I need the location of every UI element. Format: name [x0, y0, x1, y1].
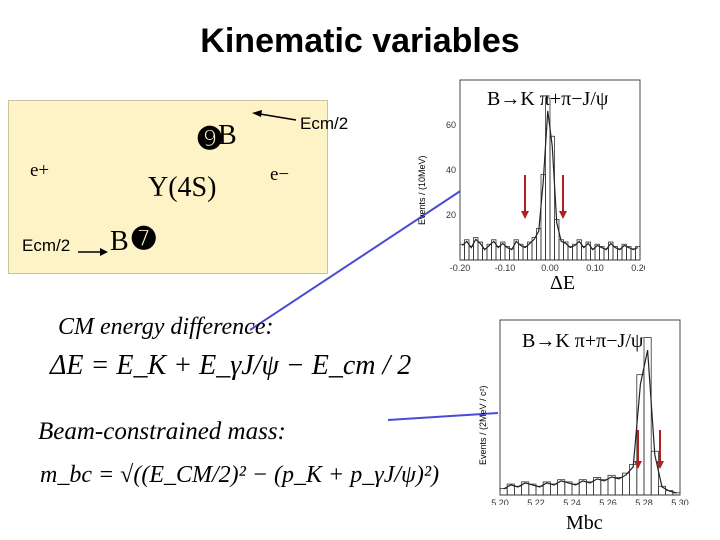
histogram-bar [549, 135, 555, 261]
cm-energy-heading: CM energy difference: [58, 314, 274, 340]
histogram-bar [643, 337, 652, 496]
x-tick-label: 0.20 [631, 263, 645, 273]
x-tick-label: 5.30 [671, 498, 689, 505]
arrow-upper-icon: ➒ [198, 124, 222, 155]
delta-e-plot: -0.20 -0.10 0.00 0.10 0.20 20 40 60 Events / (1… [417, 79, 645, 273]
upsilon-label: Υ(4S) [148, 172, 217, 203]
x-tick-label: 5.20 [491, 498, 509, 505]
b-upper-label: B [218, 120, 237, 151]
delta-e-axis-label: ΔE [550, 272, 576, 294]
b-lower-label: B [110, 226, 129, 257]
beam-mass-heading: Beam-constrained mass: [38, 418, 286, 445]
top-ylabel: Events / (10MeV) [417, 155, 427, 225]
ecm-half-label: Ecm/2 [300, 114, 349, 133]
x-tick-label: 5.22 [527, 498, 545, 505]
x-tick-label: 5.26 [599, 498, 617, 505]
histogram-bar [635, 246, 641, 261]
y-tick-label: 60 [446, 120, 456, 130]
y-tick-label: 40 [446, 165, 456, 175]
x-tick-label: 5.24 [563, 498, 581, 505]
ecm-half-left-label: Ecm/2 [22, 236, 71, 255]
page-title: Kinematic variables [200, 22, 520, 60]
x-tick-label: -0.10 [495, 263, 516, 273]
x-tick-label: -0.20 [450, 263, 471, 273]
bottom-ylabel: Events / (2MeV / c²) [478, 385, 488, 465]
y-tick-label: 20 [446, 210, 456, 220]
top-plot-title: B→K π+π−J/ψ [487, 88, 609, 110]
e-minus-label: e− [270, 164, 290, 185]
delta-e-formula: ΔE = E_K + E_γJ/ψ − E_cm / 2 [50, 350, 412, 381]
arrow-lower-icon: ➐ [132, 224, 156, 255]
x-tick-label: 0.10 [586, 263, 604, 273]
bottom-plot-title: B→K π+π−J/ψ [522, 330, 644, 352]
x-tick-label: 0.00 [541, 263, 559, 273]
mbc-formula: m_bc = √((E_CM/2)² − (p_K + p_γJ/ψ)²) [40, 462, 440, 488]
x-tick-label: 5.28 [635, 498, 653, 505]
mbc-axis-label: Mbc [566, 512, 603, 534]
collision-diagram [8, 100, 328, 274]
e-plus-label: e+ [30, 160, 50, 181]
mbc-plot: 5.20 5.22 5.24 5.26 5.28 5.30 Events / (2MeV … [478, 319, 689, 505]
